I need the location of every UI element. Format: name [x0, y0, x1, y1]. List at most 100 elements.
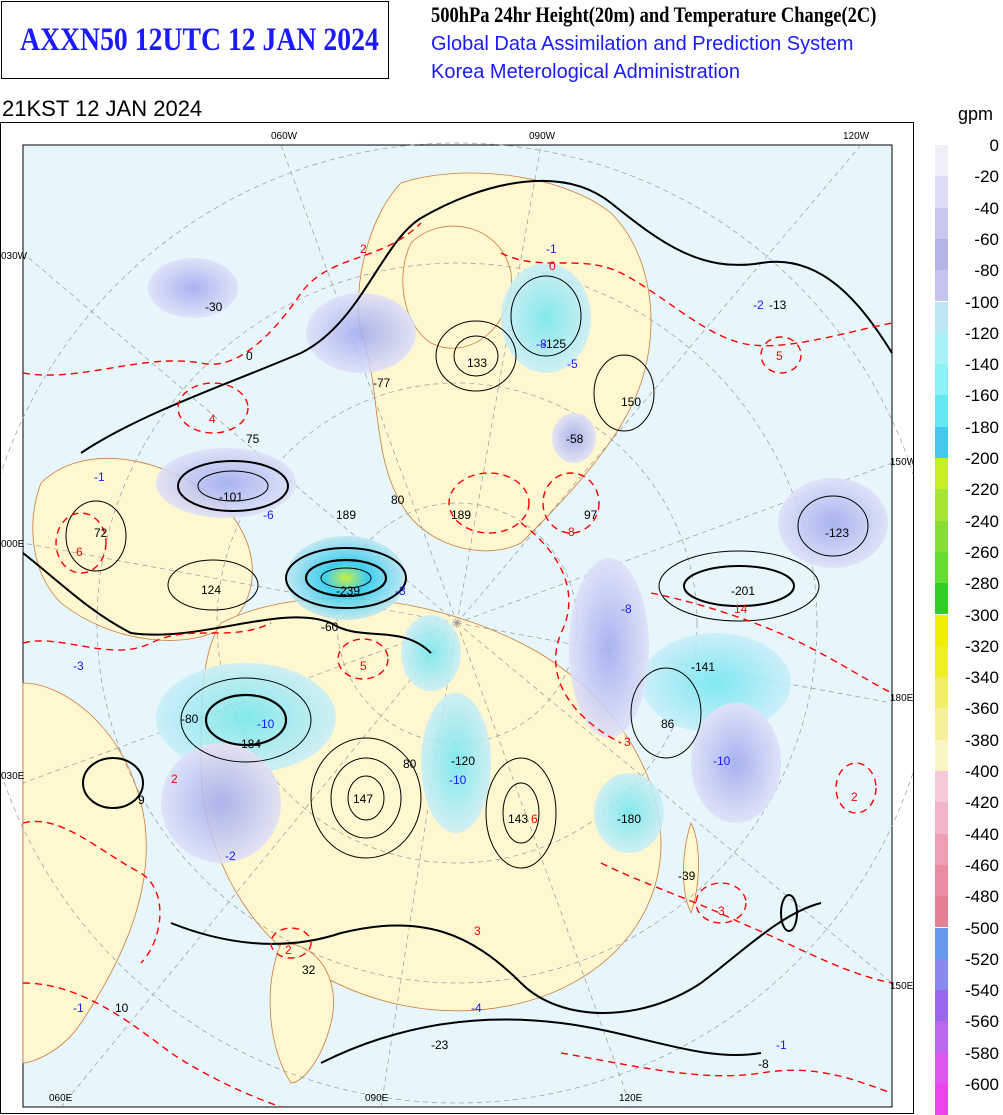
legend-swatch — [935, 364, 948, 396]
temp-cold-label: -3 — [73, 659, 84, 673]
temp-cold-label: -2 — [225, 849, 236, 863]
height-label: 189 — [451, 508, 471, 522]
temp-warm-label: 3 — [624, 735, 631, 749]
legend-label: -60 — [974, 229, 999, 249]
legend-swatch — [935, 426, 948, 458]
height-label: 10 — [115, 1001, 129, 1015]
legend-label: -120 — [964, 323, 999, 343]
land-india — [269, 942, 334, 1084]
height-label: -141 — [691, 660, 715, 674]
temp-cold-labels: -1 -2 -5 -1 -6 -3 -8 -3 -10 -10 -10 -2 -… — [73, 242, 787, 1052]
temp-cold-label: -3 — [395, 584, 406, 598]
height-label: -80 — [181, 712, 199, 726]
height-label: 32 — [302, 963, 316, 977]
height-label: 189 — [336, 508, 356, 522]
lon-label-bottom: 090E — [365, 1093, 389, 1104]
legend-label: 0 — [989, 136, 999, 155]
height-label: -23 — [431, 1038, 449, 1052]
shade-center — [286, 536, 406, 620]
height-label: -184 — [237, 737, 261, 751]
legend-swatch — [935, 958, 948, 991]
legend-unit: gpm — [958, 104, 994, 124]
height-label: 75 — [246, 432, 260, 446]
lon-label-left: 030E — [1, 771, 25, 782]
height-label: -239 — [336, 584, 360, 598]
height-label: 143 — [508, 812, 528, 826]
height-label: 133 — [467, 356, 487, 370]
legend-label: -320 — [964, 636, 999, 656]
chart-id-box: AXXN50 12UTC 12 JAN 2024 — [1, 1, 389, 79]
legend-label: -340 — [964, 668, 999, 688]
temp-cold-label: -10 — [713, 754, 731, 768]
legend-label: -500 — [964, 918, 999, 938]
height-label: -180 — [617, 812, 641, 826]
height-label: 0 — [246, 349, 253, 363]
legend-swatch — [935, 927, 948, 959]
temp-cold-label: -4 — [471, 1001, 482, 1015]
legend-label: -240 — [964, 511, 999, 531]
legend-label: -300 — [964, 605, 999, 625]
legend-swatch — [935, 520, 948, 552]
legend-swatch — [935, 645, 948, 678]
map-frame: 060W 090W 120W 060E 090E 120E 030W 000E … — [0, 122, 914, 1114]
temperature-contours — [22, 222, 893, 1108]
shade-center — [156, 448, 296, 518]
height-label: 86 — [661, 717, 675, 731]
land-japan — [683, 821, 699, 915]
legend-label: -100 — [964, 292, 999, 312]
legend-label: -140 — [964, 355, 999, 375]
shade-center — [156, 663, 336, 773]
legend-label: -360 — [964, 699, 999, 719]
lon-label-top: 060W — [271, 131, 298, 142]
legend-swatch — [935, 802, 948, 834]
legend-label: -220 — [964, 480, 999, 500]
height-label: 72 — [94, 526, 108, 540]
temp-cold-label: -6 — [263, 508, 274, 522]
temp-cold-label: -1 — [94, 470, 105, 484]
lon-label-top: 120W — [843, 131, 870, 142]
legend-label: -280 — [964, 574, 999, 594]
temp-cold-label: -1 — [776, 1038, 787, 1052]
legend-label: -400 — [964, 762, 999, 781]
legend-label: -460 — [964, 855, 999, 875]
legend-label: -600 — [964, 1075, 999, 1094]
temp-cold-label: -10 — [449, 773, 467, 787]
legend-swatch — [935, 458, 948, 490]
legend-label: -260 — [964, 542, 999, 562]
legend-label: -480 — [964, 887, 999, 907]
lon-label-bottom: 060E — [49, 1093, 73, 1104]
temp-warm-label: 2 — [360, 242, 367, 256]
temp-warm-label: 6 — [531, 812, 538, 826]
height-label: -125 — [542, 337, 566, 351]
temp-cold-label: -8 — [621, 602, 632, 616]
legend-swatch — [935, 1084, 948, 1115]
temp-cold-label: -8 — [536, 337, 547, 351]
map-canvas: 060W 090W 120W 060E 090E 120E 030W 000E … — [1, 131, 913, 1108]
legend-swatch — [935, 551, 948, 584]
legend-label: -380 — [964, 730, 999, 750]
temp-warm-label: 4 — [209, 412, 216, 426]
legend-swatch — [935, 864, 948, 897]
height-center-labels: -30 -77 133 -125 -13 75 150 -58 -101 72 … — [94, 298, 849, 1071]
temp-cold-label: -10 — [257, 717, 275, 731]
shade-center — [594, 773, 664, 853]
legend-label: -40 — [974, 198, 999, 218]
legend-swatch — [935, 771, 948, 803]
height-label: 150 — [621, 395, 641, 409]
legend-swatch — [935, 583, 948, 615]
legend-label: -80 — [974, 261, 999, 281]
shade-center — [501, 263, 591, 373]
temp-warm-label: 5 — [776, 349, 783, 363]
temp-warm-label: 5 — [360, 659, 367, 673]
org-line-2: Korea Meterological Administration — [431, 61, 741, 83]
height-label: -58 — [566, 432, 584, 446]
temp-warm-label: 8 — [568, 525, 575, 539]
zero-contour — [170, 902, 822, 1014]
zero-contour — [22, 552, 432, 654]
height-label: -123 — [825, 526, 849, 540]
lon-label-right: 150E — [890, 981, 913, 992]
legend-swatch — [935, 896, 948, 928]
legend-label: -580 — [964, 1043, 999, 1063]
height-label: -201 — [731, 584, 755, 598]
height-label: -39 — [678, 869, 696, 883]
